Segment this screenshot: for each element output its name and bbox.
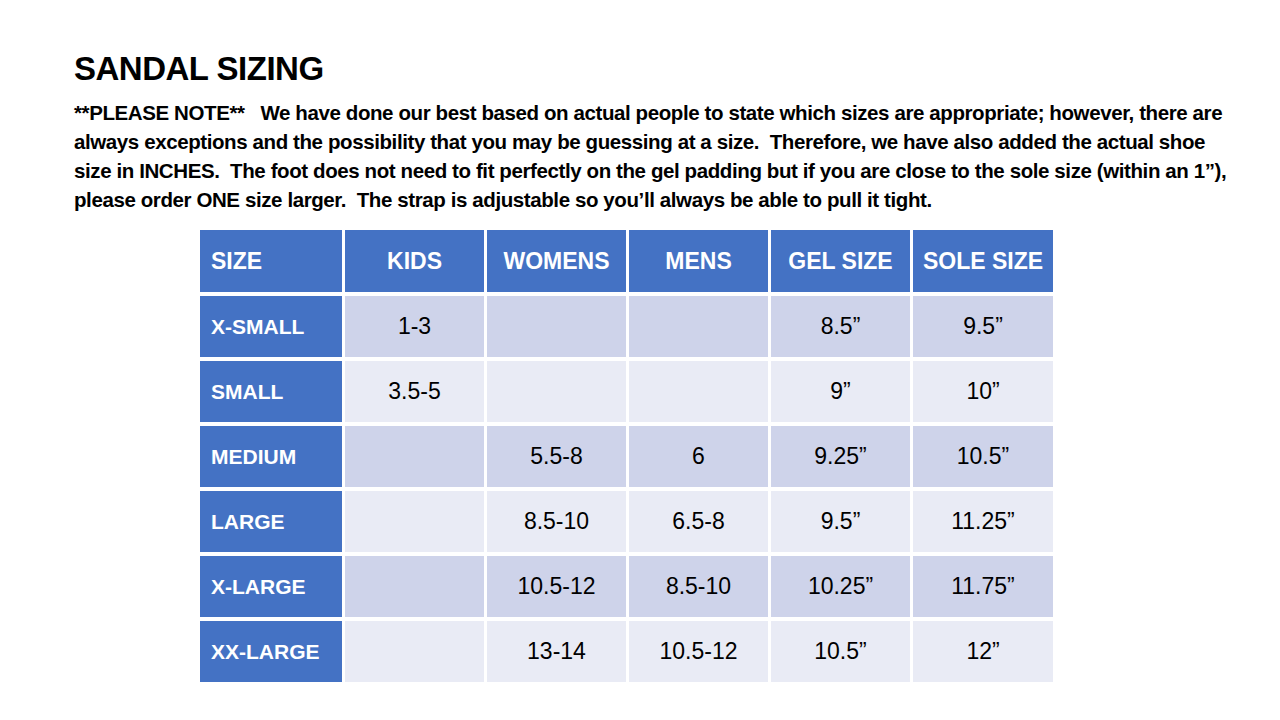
table-cell: 10.25” [768, 552, 910, 617]
page-title: SANDAL SIZING [74, 50, 324, 88]
sizing-table: SIZE KIDS WOMENS MENS GEL SIZE SOLE SIZE… [200, 230, 1053, 682]
table-cell: 11.25” [910, 487, 1053, 552]
row-label-cell: X-SMALL [200, 292, 342, 357]
table-cell: 8.5-10 [484, 487, 626, 552]
table-cell: 11.75” [910, 552, 1053, 617]
table-cell: 3.5-5 [342, 357, 484, 422]
table-cell [484, 292, 626, 357]
column-header-mens: MENS [626, 230, 768, 292]
table-cell: 9.25” [768, 422, 910, 487]
table-cell: 5.5-8 [484, 422, 626, 487]
row-label-cell: SMALL [200, 357, 342, 422]
row-label-cell: XX-LARGE [200, 617, 342, 682]
table-cell: 9.5” [768, 487, 910, 552]
table-cell [626, 292, 768, 357]
column-header-gel-size: GEL SIZE [768, 230, 910, 292]
table-cell: 10” [910, 357, 1053, 422]
column-header-kids: KIDS [342, 230, 484, 292]
row-label-cell: LARGE [200, 487, 342, 552]
note-line: **PLEASE NOTE** We have done our best ba… [74, 98, 1226, 127]
note-line: size in INCHES. The foot does not need t… [74, 156, 1226, 185]
table-cell: 8.5” [768, 292, 910, 357]
table-cell: 10.5” [768, 617, 910, 682]
table-cell: 6.5-8 [626, 487, 768, 552]
table-cell [342, 422, 484, 487]
table-row-x-large: X-LARGE 10.5-12 8.5-10 10.25” 11.75” [200, 552, 1053, 617]
column-header-womens: WOMENS [484, 230, 626, 292]
table-cell: 10.5-12 [484, 552, 626, 617]
table-cell: 10.5” [910, 422, 1053, 487]
table-cell: 1-3 [342, 292, 484, 357]
table-row-xx-large: XX-LARGE 13-14 10.5-12 10.5” 12” [200, 617, 1053, 682]
table-cell: 13-14 [484, 617, 626, 682]
table-cell: 6 [626, 422, 768, 487]
table-row-large: LARGE 8.5-10 6.5-8 9.5” 11.25” [200, 487, 1053, 552]
note-paragraph: **PLEASE NOTE** We have done our best ba… [74, 98, 1226, 214]
table-cell [342, 487, 484, 552]
table-cell [484, 357, 626, 422]
table-cell: 10.5-12 [626, 617, 768, 682]
note-line: always exceptions and the possibility th… [74, 127, 1226, 156]
table-cell: 9.5” [910, 292, 1053, 357]
sizing-page: SANDAL SIZING **PLEASE NOTE** We have do… [0, 0, 1280, 720]
note-line: please order ONE size larger. The strap … [74, 185, 1226, 214]
row-label-cell: MEDIUM [200, 422, 342, 487]
column-header-sole-size: SOLE SIZE [910, 230, 1053, 292]
table-cell [626, 357, 768, 422]
table-cell: 9” [768, 357, 910, 422]
table-cell: 8.5-10 [626, 552, 768, 617]
table-cell [342, 617, 484, 682]
table-row-x-small: X-SMALL 1-3 8.5” 9.5” [200, 292, 1053, 357]
row-label-cell: X-LARGE [200, 552, 342, 617]
table-cell [342, 552, 484, 617]
table-row-medium: MEDIUM 5.5-8 6 9.25” 10.5” [200, 422, 1053, 487]
column-header-size: SIZE [200, 230, 342, 292]
table-row-small: SMALL 3.5-5 9” 10” [200, 357, 1053, 422]
header-row: SIZE KIDS WOMENS MENS GEL SIZE SOLE SIZE [200, 230, 1053, 292]
table-cell: 12” [910, 617, 1053, 682]
